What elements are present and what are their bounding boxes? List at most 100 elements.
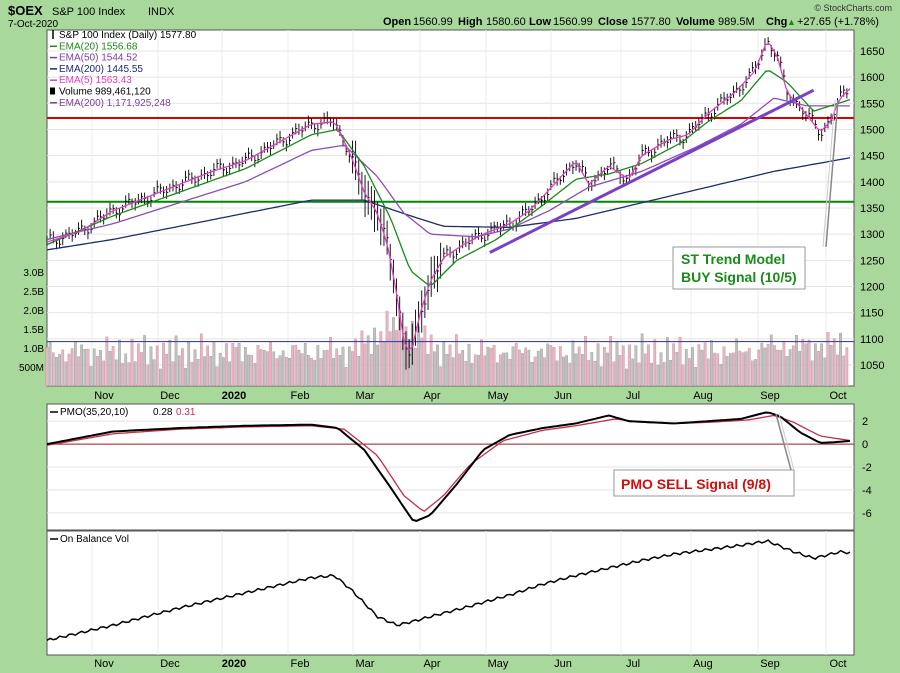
volume-bar — [118, 339, 121, 387]
volume-bar — [111, 345, 115, 387]
volume-bar — [335, 348, 339, 387]
volume-bar — [814, 343, 817, 387]
volume-bar — [467, 343, 471, 387]
volume-bar — [458, 353, 461, 387]
month-label: Apr — [423, 658, 440, 670]
volume-bar — [738, 350, 742, 387]
volume-bar — [64, 361, 68, 387]
volume-bar — [728, 353, 732, 387]
volume-bar — [121, 363, 124, 387]
volume-bar — [253, 363, 257, 387]
svg-text:Volume: Volume — [676, 16, 715, 28]
volume-bar — [256, 345, 260, 387]
price-axis: 1050 1100 1150 1200 1250 1300 1350 1400 1450 1500… — [860, 46, 884, 372]
watermark: © StockCharts.com — [814, 3, 892, 13]
volume-bar — [672, 343, 676, 387]
volume-bar — [801, 338, 805, 387]
volume-bar — [684, 349, 688, 387]
volume-bar — [332, 358, 335, 387]
volume-bar — [159, 368, 162, 387]
volume-bar — [662, 362, 666, 387]
volume-bar — [376, 344, 379, 387]
ema5-line — [46, 43, 851, 352]
month-label: Feb — [291, 658, 310, 670]
volume-bar — [483, 355, 487, 387]
volume-bar — [703, 342, 707, 387]
volume-bar — [829, 344, 833, 387]
volume-bar — [196, 359, 200, 387]
volume-bar — [373, 327, 376, 387]
volume-bar — [820, 343, 824, 387]
volume-bar — [584, 336, 587, 387]
volume-bar — [48, 341, 52, 387]
volume-bar — [722, 346, 726, 387]
obv-legend: On Balance Vol — [50, 534, 129, 545]
volume-bar — [643, 353, 647, 387]
volume-bar — [773, 345, 776, 387]
volume-bar — [681, 364, 685, 387]
volume-bar — [807, 339, 811, 387]
volume-bar — [316, 345, 320, 387]
volume-bar — [596, 343, 600, 387]
volume-bar — [634, 345, 638, 387]
volume-bar — [694, 367, 698, 387]
volume-bar — [395, 330, 398, 387]
volume-bar — [259, 349, 263, 387]
volume-bar — [92, 348, 96, 387]
volume-bar — [181, 348, 184, 387]
volume-bar — [455, 334, 458, 387]
volume-bar — [666, 337, 669, 387]
month-label: Sep — [760, 390, 780, 402]
volume-bar — [344, 367, 348, 387]
volume-bar — [234, 347, 238, 387]
volume-bar — [221, 357, 225, 387]
volume-bar — [294, 344, 298, 387]
volume-bar — [653, 339, 657, 387]
month-label: Jun — [554, 390, 572, 402]
volume-bar — [769, 334, 773, 387]
volume-bar — [603, 346, 606, 387]
volume-bar — [114, 359, 118, 387]
volume-bar — [464, 361, 468, 387]
volume-bar — [209, 356, 213, 387]
volume-bar — [779, 349, 783, 387]
volume-bar — [313, 359, 317, 387]
volume-bar — [706, 358, 710, 387]
pmo-tick-label: -4 — [862, 485, 872, 497]
svg-text:Chg: Chg — [766, 16, 787, 28]
volume-bar — [647, 344, 650, 387]
volume-bar — [140, 352, 143, 387]
volume-bar — [555, 360, 559, 387]
volume-bar — [836, 354, 839, 387]
volume-bar — [162, 342, 165, 387]
svg-text:1577.80: 1577.80 — [631, 16, 671, 28]
volume-bar — [310, 358, 313, 387]
volume-bar — [650, 362, 653, 387]
volume-bar — [89, 366, 93, 387]
volume-bar — [580, 354, 584, 387]
volume-bar — [439, 366, 442, 387]
volume-bar — [341, 346, 345, 387]
volume-bar — [288, 358, 291, 387]
price-tick-label: 1300 — [860, 229, 884, 241]
svg-text:Low: Low — [529, 16, 551, 28]
volume-bar — [190, 362, 194, 387]
svg-text:1560.99: 1560.99 — [413, 16, 453, 28]
volume-bar — [80, 344, 83, 387]
pmo-line — [46, 411, 851, 522]
volume-bar — [108, 351, 112, 387]
pmo-sell-pointer-2 — [778, 413, 795, 471]
legend-item: Volume 989,461,120 — [59, 87, 151, 98]
month-label: Apr — [423, 390, 440, 402]
month-label: Dec — [160, 658, 180, 670]
volume-bar — [543, 357, 546, 387]
volume-bar — [360, 330, 364, 387]
volume-bar — [451, 357, 455, 387]
volume-bar — [127, 362, 131, 387]
volume-bar — [461, 350, 465, 387]
volume-bar — [417, 326, 420, 387]
volume-bar — [480, 339, 483, 387]
volume-bar — [751, 360, 754, 387]
volume-bar — [486, 346, 490, 387]
